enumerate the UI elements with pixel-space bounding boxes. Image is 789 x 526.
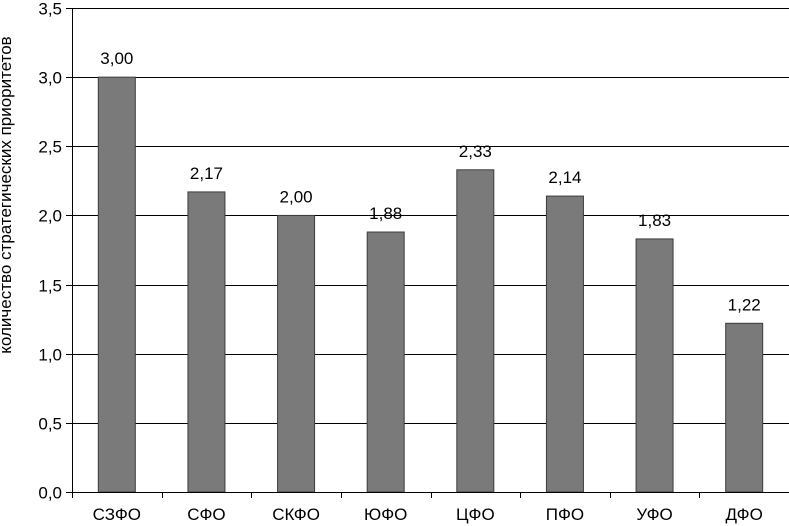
x-category-label: ЮФО xyxy=(364,505,407,524)
x-category-labels: СЗФО СФО СКФО ЮФО ЦФО ПФО УФО ДФО xyxy=(93,505,763,524)
bars xyxy=(97,76,764,493)
bar xyxy=(366,231,405,493)
data-label: 2,17 xyxy=(190,164,223,183)
x-category-label: СФО xyxy=(187,505,225,524)
bar xyxy=(97,76,136,493)
y-tick-label: 2,5 xyxy=(38,138,62,157)
data-label: 2,33 xyxy=(459,142,492,161)
data-label: 3,00 xyxy=(100,49,133,68)
y-tick-label: 1,5 xyxy=(38,277,62,296)
x-category-label: ЦФО xyxy=(456,505,495,524)
data-label: 2,14 xyxy=(548,168,581,187)
bar xyxy=(725,322,764,493)
bar xyxy=(545,195,584,493)
bar xyxy=(187,191,226,493)
x-category-label: СКФО xyxy=(272,505,320,524)
x-category-label: ПФО xyxy=(546,505,584,524)
bar xyxy=(635,238,674,493)
y-tick-labels: 0,0 0,5 1,0 1,5 2,0 2,5 3,0 3,5 xyxy=(38,0,62,503)
data-label: 2,00 xyxy=(280,187,313,206)
y-tick-label: 0,0 xyxy=(38,484,62,503)
bar xyxy=(456,169,495,493)
y-tick-label: 1,0 xyxy=(38,346,62,365)
x-category-label: УФО xyxy=(636,505,672,524)
y-tick-label: 0,5 xyxy=(38,415,62,434)
data-label: 1,22 xyxy=(728,295,761,314)
axes xyxy=(66,8,789,498)
y-tick-label: 3,5 xyxy=(38,0,62,19)
data-labels: 3,00 2,17 2,00 1,88 2,33 2,14 1,83 1,22 xyxy=(100,49,760,314)
y-axis-label: количество стратегических приоритетов xyxy=(0,36,15,353)
grid-lines xyxy=(72,8,789,424)
x-category-label: СЗФО xyxy=(93,505,141,524)
x-category-label: ДФО xyxy=(726,505,763,524)
data-label: 1,88 xyxy=(369,204,402,223)
bar xyxy=(277,214,316,493)
y-tick-label: 3,0 xyxy=(38,69,62,88)
y-tick-label: 2,0 xyxy=(38,207,62,226)
data-label: 1,83 xyxy=(638,211,671,230)
